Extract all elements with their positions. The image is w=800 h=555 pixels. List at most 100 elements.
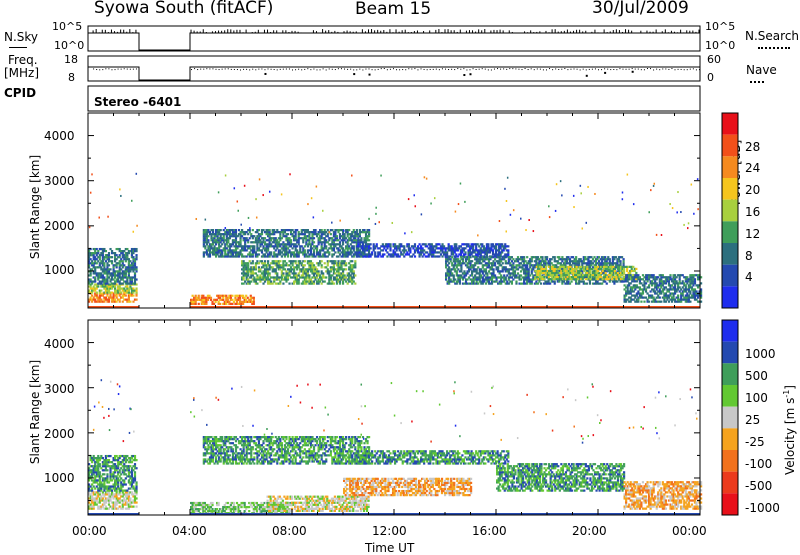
nave-dot — [681, 69, 682, 70]
power-cell — [604, 280, 606, 282]
power-cell — [418, 243, 420, 245]
power-cell — [517, 268, 519, 270]
power-cell — [244, 241, 246, 243]
power-cell — [483, 280, 485, 282]
power-cell — [379, 251, 381, 253]
power-cell — [477, 266, 479, 268]
nave-dot — [313, 69, 314, 70]
power-cell — [102, 274, 104, 276]
power-cell — [482, 276, 484, 278]
power-cell — [626, 270, 628, 272]
power-cell — [345, 264, 347, 266]
power-cell — [595, 268, 597, 270]
power-cell — [328, 272, 330, 274]
power-cell — [209, 231, 211, 233]
power-cell — [203, 243, 205, 245]
power-cell — [502, 262, 504, 264]
power-cell — [622, 262, 624, 264]
nave-dot — [699, 69, 700, 70]
power-cell — [350, 253, 352, 255]
power-cell — [288, 264, 290, 266]
power-cell — [258, 237, 260, 239]
power-cell — [111, 262, 113, 264]
power-cell — [126, 280, 128, 282]
nave-dot — [512, 68, 513, 69]
power-cell — [295, 247, 297, 249]
power-cell — [468, 258, 470, 260]
power-cell — [112, 296, 114, 298]
freq-panel-frame — [88, 56, 700, 81]
power-cell — [347, 255, 349, 257]
power-cell — [246, 231, 248, 233]
nave-dot — [476, 69, 477, 70]
power-cell — [269, 272, 271, 274]
power-cell — [462, 260, 464, 262]
power-cell — [244, 243, 246, 245]
power-cell — [218, 231, 220, 233]
power-cell — [529, 266, 531, 268]
power-cell — [345, 268, 347, 270]
power-cell — [339, 249, 341, 251]
power-cell — [630, 301, 632, 303]
power-cell — [285, 245, 287, 247]
power-cell — [270, 239, 272, 241]
power-cell — [471, 272, 473, 274]
power-cell — [556, 270, 558, 272]
power-cell — [132, 270, 134, 272]
power-cell — [540, 266, 542, 268]
power-cell — [94, 289, 96, 291]
power-cell — [298, 278, 300, 280]
power-cell — [479, 260, 481, 262]
power-cell — [572, 256, 574, 258]
power-cell — [331, 255, 333, 257]
nave-dot — [396, 69, 397, 70]
power-cell — [108, 299, 110, 301]
power-cell — [672, 294, 674, 296]
power-cell — [454, 251, 456, 253]
power-cell — [318, 282, 320, 284]
nave-dot — [607, 69, 608, 70]
power-cell — [432, 247, 434, 249]
power-cell — [609, 280, 611, 282]
power-cell — [282, 274, 284, 276]
power-cell — [287, 233, 289, 235]
power-cell — [96, 287, 98, 289]
power-cell — [264, 260, 266, 262]
power-cell — [370, 255, 372, 257]
power-cell — [135, 254, 137, 256]
power-cell — [677, 294, 679, 296]
power-cell — [100, 299, 102, 301]
nave-dot — [111, 69, 112, 70]
nave-dot — [136, 68, 137, 69]
nave-dot — [295, 69, 296, 70]
power-cell — [679, 276, 681, 278]
power-cell — [621, 256, 623, 258]
power-cell — [213, 303, 215, 305]
power-cell — [116, 266, 118, 268]
nave-dot — [497, 68, 498, 69]
nave-dot — [369, 74, 371, 76]
power-cell — [340, 245, 342, 247]
power-cell — [377, 255, 379, 257]
power-cell — [517, 260, 519, 262]
power-cell — [522, 266, 524, 268]
power-cell — [262, 282, 264, 284]
power-cell — [589, 280, 591, 282]
nave-dot — [307, 68, 308, 69]
power-cell — [679, 286, 681, 288]
power-cell — [597, 278, 599, 280]
power-cell — [443, 245, 445, 247]
power-cell — [601, 260, 603, 262]
power-cell — [310, 278, 312, 280]
power-cell — [409, 249, 411, 251]
power-cell — [322, 272, 324, 274]
power-cell — [624, 296, 626, 298]
power-cell — [278, 278, 280, 280]
power-cell — [450, 278, 452, 280]
power-cell — [490, 247, 492, 249]
power-cell — [632, 266, 634, 268]
power-cell — [272, 282, 274, 284]
power-cell — [414, 243, 416, 245]
power-cell — [359, 249, 361, 251]
power-cell — [321, 278, 323, 280]
